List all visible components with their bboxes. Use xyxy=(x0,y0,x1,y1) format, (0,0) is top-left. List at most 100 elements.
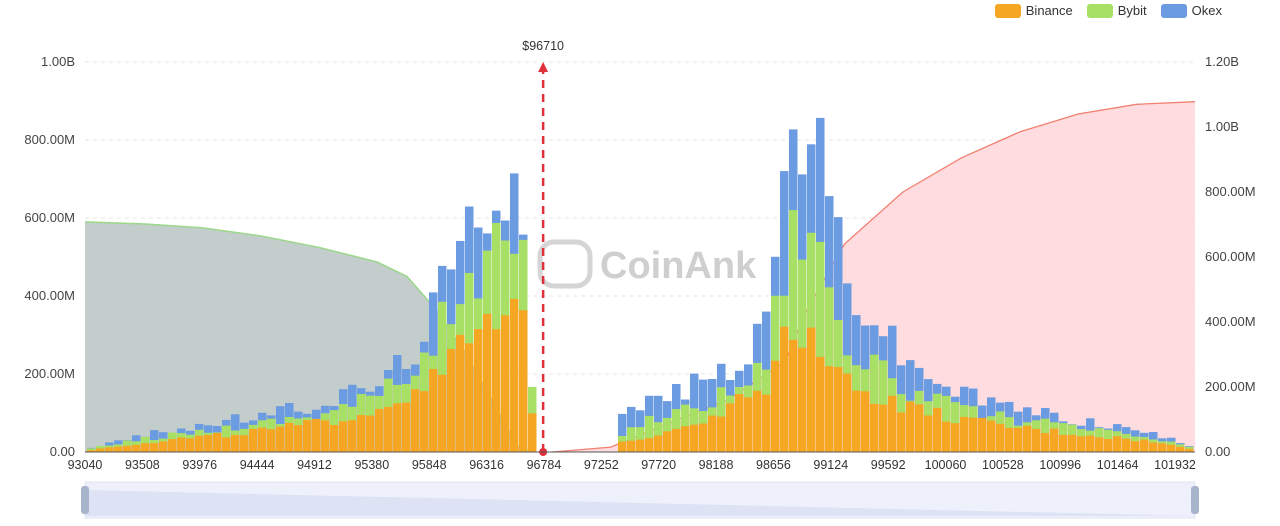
bar-binance xyxy=(339,421,348,452)
bar-binance xyxy=(933,407,942,452)
current-price-label: $96710 xyxy=(522,39,564,53)
bar-binance xyxy=(456,334,465,452)
bar-binance xyxy=(186,438,195,452)
bar-binance xyxy=(717,416,726,452)
okex-swatch xyxy=(1160,3,1187,18)
bar-binance xyxy=(978,417,987,452)
bybit-swatch xyxy=(1086,3,1113,18)
zoom-handle-right xyxy=(1191,486,1199,514)
bar-binance xyxy=(681,426,690,452)
watermark-logo-icon xyxy=(537,239,593,289)
y-left-tick-label: 1.00B xyxy=(41,54,75,69)
bar-binance xyxy=(636,439,645,452)
bar-binance xyxy=(879,404,888,452)
bar-bybit xyxy=(627,427,636,452)
bar-binance xyxy=(141,443,150,452)
legend-item-okex[interactable]: Okex xyxy=(1160,3,1222,18)
bar-binance xyxy=(1023,425,1032,452)
y-right-tick-label: 1.20B xyxy=(1205,54,1239,69)
x-tick-label: 100996 xyxy=(1039,458,1081,472)
x-tick-label: 100060 xyxy=(925,458,967,472)
bar-binance xyxy=(654,435,663,452)
y-right-tick-label: 600.00M xyxy=(1205,249,1256,264)
x-tick-label: 95848 xyxy=(412,458,447,472)
y-left-tick-label: 600.00M xyxy=(24,210,75,225)
bar-bybit xyxy=(870,354,879,452)
bar-binance xyxy=(222,437,231,452)
bar-binance xyxy=(213,432,222,452)
bar-binance xyxy=(474,329,483,452)
x-tick-label: 94444 xyxy=(240,458,275,472)
bar-binance xyxy=(159,441,168,452)
x-tick-label: 99592 xyxy=(871,458,906,472)
bar-binance xyxy=(123,445,132,452)
x-tick-label: 93976 xyxy=(182,458,217,472)
bar-binance xyxy=(708,415,717,452)
bar-binance xyxy=(663,431,672,452)
bar-binance xyxy=(1149,442,1158,452)
bar-binance xyxy=(1077,436,1086,452)
bar-binance xyxy=(645,438,654,452)
bar-binance xyxy=(996,423,1005,452)
bar-binance xyxy=(1176,446,1185,452)
bar-binance xyxy=(780,326,789,452)
bar-binance xyxy=(699,423,708,452)
bar-binance xyxy=(915,404,924,452)
bar-binance xyxy=(420,391,429,452)
legend-label-binance: Binance xyxy=(1025,3,1073,18)
bar-binance xyxy=(501,315,510,452)
bar-binance xyxy=(294,425,303,452)
bar-binance xyxy=(429,369,438,452)
bar-binance xyxy=(1167,444,1176,452)
bar-binance xyxy=(618,441,627,452)
bar-binance xyxy=(510,298,519,452)
x-tick-label: 95380 xyxy=(354,458,389,472)
bar-binance xyxy=(411,389,420,452)
bar-binance xyxy=(870,403,879,452)
bar-bybit xyxy=(789,210,798,452)
legend-item-bybit[interactable]: Bybit xyxy=(1086,3,1147,18)
bar-binance xyxy=(1068,434,1077,452)
bar-binance xyxy=(447,349,456,452)
x-tick-label: 93040 xyxy=(68,458,103,472)
bar-binance xyxy=(1104,439,1113,452)
x-tick-label: 93508 xyxy=(125,458,160,472)
x-tick-label: 101932 xyxy=(1154,458,1196,472)
zoom-preview xyxy=(85,490,1195,516)
bar-binance xyxy=(816,356,825,452)
bar-bybit xyxy=(636,427,645,452)
x-tick-label: 98656 xyxy=(756,458,791,472)
bar-okex xyxy=(618,413,627,452)
bar-binance xyxy=(303,420,312,452)
bar-binance xyxy=(285,422,294,452)
bar-binance xyxy=(726,403,735,452)
bar-binance xyxy=(1158,443,1167,452)
legend-label-okex: Okex xyxy=(1191,3,1222,18)
bar-binance xyxy=(843,373,852,452)
watermark: CoinAnk xyxy=(600,245,757,287)
bar-binance xyxy=(465,343,474,452)
y-axis-right: 0.00 200.00M 400.00M 600.00M 800.00M 1.00B 1.2… xyxy=(1205,54,1256,459)
bar-binance xyxy=(735,394,744,452)
y-left-tick-label: 200.00M xyxy=(24,366,75,381)
bar-binance xyxy=(402,402,411,452)
bar-binance xyxy=(177,437,186,452)
bar-binance xyxy=(1014,427,1023,452)
legend-item-binance[interactable]: Binance xyxy=(994,3,1073,18)
bar-binance xyxy=(942,421,951,452)
bar-binance xyxy=(1140,439,1149,452)
y-axis-left: 0.00 200.00M 400.00M 600.00M 800.00M 1.00B xyxy=(24,54,75,459)
bar-binance xyxy=(132,444,141,452)
bar-binance xyxy=(960,416,969,452)
zoom-slider[interactable] xyxy=(81,481,1199,519)
bar-binance xyxy=(1032,428,1041,452)
bar-binance xyxy=(672,428,681,452)
bar-binance xyxy=(798,347,807,452)
bar-binance xyxy=(1095,437,1104,452)
bar-binance xyxy=(969,417,978,452)
bar-binance xyxy=(492,329,501,452)
bar-binance xyxy=(1131,441,1140,452)
x-tick-label: 96316 xyxy=(469,458,504,472)
bar-binance xyxy=(825,366,834,452)
